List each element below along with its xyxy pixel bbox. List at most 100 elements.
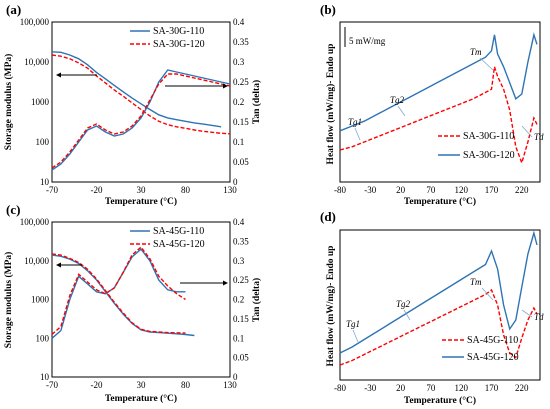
y-tick-label: 0.15 — [233, 314, 249, 324]
annotation-label: Tg2 — [396, 299, 411, 309]
arrow-head — [223, 280, 228, 286]
y-tick-label: 0.3 — [233, 57, 245, 67]
annotation-label: Td — [534, 132, 544, 142]
legend: SA-45G-110 SA-45G-120 — [130, 226, 205, 250]
y-tick-label: 0.25 — [233, 275, 249, 285]
plot-frame — [339, 229, 541, 381]
series-group — [51, 246, 195, 339]
y-axis-label: Heat flow (mW/mg)- Endo up — [325, 44, 336, 165]
x-ticks: -70 -20 30 80 130 — [46, 380, 237, 390]
annotation-label: Tm — [470, 277, 482, 287]
x-tick-label: 130 — [223, 185, 237, 195]
series-group — [339, 230, 538, 366]
y-tick-label: 0.35 — [233, 37, 249, 47]
x-tick-label: -80 — [334, 185, 346, 195]
y-tick-label: 0.2 — [233, 97, 244, 107]
y-right-axis-label: Tan (delta) — [251, 80, 262, 124]
y-right-axis-label: Tan (delta) — [251, 278, 262, 322]
y-tick-label: 10 — [40, 372, 50, 382]
x-tick-label: 120 — [454, 185, 468, 195]
series-line — [339, 32, 538, 132]
x-tick-label: 80 — [181, 185, 191, 195]
annotation-label: Tm — [470, 47, 482, 57]
y-tick-label: 0.2 — [233, 295, 244, 305]
legend-label: SA-45G-110 — [153, 226, 204, 237]
x-tick-label: 20 — [396, 185, 406, 195]
annotations: Tm Tg2 Tg1 Td — [348, 47, 544, 142]
y-left-ticks: 100,000 10,000 1000 100 10 — [20, 217, 50, 382]
arrow-head — [56, 72, 61, 78]
x-axis-label: Temperature (°C) — [404, 395, 476, 406]
plot-frame — [339, 21, 541, 183]
panel-a: (a) 100,000 10,000 1000 100 10 0.4 0.35 … — [3, 2, 262, 207]
series-line — [51, 51, 222, 128]
y-axis-label: Heat flow (mW/mg)- Endo up — [325, 246, 336, 367]
x-tick-label: -20 — [91, 380, 103, 390]
panel-letter: (c) — [6, 202, 20, 217]
scale-bar: 5 mW/mg — [344, 27, 386, 47]
axis-arrows — [56, 262, 228, 286]
x-axis-label: Temperature (°C) — [105, 393, 177, 404]
x-tick-label: 170 — [485, 185, 499, 195]
y-tick-label: 1000 — [31, 295, 50, 305]
legend-label: SA-45G-120 — [467, 352, 519, 363]
x-tick-label: -30 — [364, 185, 376, 195]
annotation-label: Tg1 — [346, 319, 360, 329]
scale-bar-label: 5 mW/mg — [349, 36, 386, 46]
panel-letter: (d) — [320, 209, 336, 224]
x-tick-label: -30 — [364, 383, 376, 393]
y-tick-label: 10,000 — [24, 256, 49, 266]
axis-arrows — [56, 72, 228, 89]
y-tick-label: 0.1 — [233, 333, 244, 343]
x-ticks: -80 -30 20 70 120 170 220 — [334, 185, 529, 195]
x-axis-label: Temperature (°C) — [105, 196, 177, 207]
series-group — [339, 32, 538, 166]
y-tick-label: 10,000 — [24, 57, 49, 67]
panel-b: (b) -80 -30 20 70 120 170 220 Temperatur… — [320, 2, 544, 207]
legend: SA-45G-110 SA-45G-120 — [442, 335, 519, 363]
x-tick-label: 70 — [426, 185, 436, 195]
x-tick-label: 220 — [515, 383, 529, 393]
panel-d: (d) -80 -30 20 70 120 170 220 Temperatur… — [320, 209, 544, 406]
y-tick-label: 100 — [36, 333, 50, 343]
legend-label: SA-45G-120 — [153, 239, 205, 250]
series-line — [339, 230, 538, 354]
arrow-head — [56, 262, 61, 268]
annotation-label: Tg2 — [390, 95, 405, 105]
y-tick-label: 0.4 — [233, 217, 245, 227]
y-right-ticks: 0.4 0.35 0.3 0.25 0.2 0.15 0.1 0.05 0 — [233, 217, 249, 382]
arrow-head — [223, 83, 228, 89]
x-tick-label: -70 — [46, 185, 58, 195]
legend-label: SA-30G-120 — [153, 39, 205, 50]
x-tick-label: 170 — [485, 383, 499, 393]
series-line — [339, 288, 538, 366]
x-tick-label: -80 — [334, 383, 346, 393]
x-tick-label: 220 — [515, 185, 529, 195]
y-tick-label: 0.1 — [233, 137, 244, 147]
annotation-leader — [479, 57, 494, 71]
y-tick-label: 100,000 — [20, 17, 50, 27]
x-axis-label: Temperature (°C) — [404, 196, 476, 207]
legend: SA-30G-110 SA-30G-120 — [130, 26, 205, 50]
series-line — [339, 66, 538, 166]
y-tick-label: 0 — [233, 177, 238, 187]
y-tick-label: 0.4 — [233, 17, 245, 27]
annotations: Tm Tg2 Tg1 Td — [346, 277, 544, 343]
y-tick-label: 0.25 — [233, 77, 249, 87]
y-tick-label: 0.35 — [233, 236, 249, 246]
series-line — [51, 69, 231, 171]
y-tick-label: 1000 — [31, 97, 50, 107]
y-tick-label: 0.3 — [233, 256, 245, 266]
series-line — [51, 246, 186, 335]
y-left-axis-label: Storage modulus (MPa) — [3, 252, 14, 349]
plot-frame — [51, 21, 231, 183]
y-right-ticks: 0.4 0.35 0.3 0.25 0.2 0.15 0.1 0.05 0 — [233, 17, 249, 187]
y-tick-label: 100 — [36, 137, 50, 147]
y-tick-label: 0.15 — [233, 117, 249, 127]
x-tick-label: 70 — [426, 383, 436, 393]
annotation-leader — [521, 125, 533, 138]
plot-frame — [51, 221, 231, 378]
x-tick-label: 20 — [396, 383, 406, 393]
series-line — [51, 254, 195, 337]
